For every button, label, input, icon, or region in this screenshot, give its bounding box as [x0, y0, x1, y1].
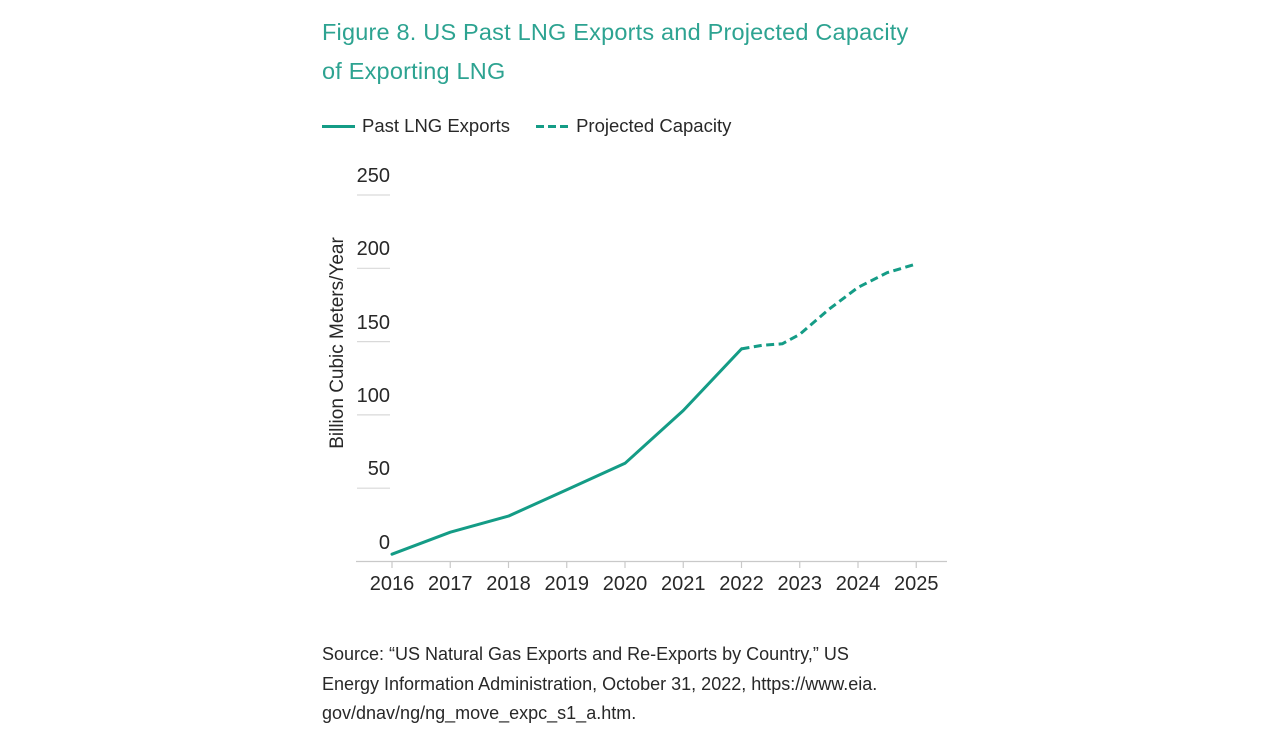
x-tick-label: 2021: [661, 573, 706, 595]
figure-title-line2: of Exporting LNG: [322, 58, 506, 84]
x-tick-label: 2017: [428, 573, 473, 595]
figure-title-line1: Figure 8. US Past LNG Exports and Projec…: [322, 19, 909, 45]
legend-item-projected-capacity: Projected Capacity: [536, 115, 731, 137]
source-line2: Energy Information Administration, Octob…: [322, 673, 878, 694]
legend-label-projected-capacity: Projected Capacity: [576, 115, 732, 136]
x-tick-label: 2016: [369, 573, 415, 595]
legend: Past LNG Exports Projected Capacity: [322, 115, 731, 137]
x-tick-label: 2023: [777, 573, 823, 595]
y-tick-label: 50: [367, 458, 390, 481]
y-tick-label: 250: [356, 165, 390, 187]
projected-capacity-line: [741, 262, 917, 351]
x-tick-label: 2025: [894, 573, 939, 595]
y-tick-label: 100: [356, 384, 390, 407]
source-line1: Source: “US Natural Gas Exports and Re-E…: [322, 644, 849, 664]
figure-title: Figure 8. US Past LNG Exports and Projec…: [322, 13, 1002, 91]
y-tick-label: 200: [356, 238, 390, 261]
legend-label-past-exports: Past LNG Exports: [362, 115, 511, 136]
x-tick-label: 2024: [835, 573, 881, 595]
x-tick-label: 2020: [602, 573, 648, 595]
legend-item-past-exports: Past LNG Exports: [322, 115, 510, 137]
solid-line-swatch-icon: [322, 124, 355, 128]
source-line3: gov/dnav/ng/ng_move_expc_s1_a.htm.: [322, 703, 637, 724]
y-tick-label: 0: [378, 531, 390, 554]
y-tick-label: 150: [356, 311, 390, 334]
x-tick-label: 2018: [486, 573, 531, 595]
x-tick-label: 2022: [719, 573, 764, 595]
x-tick-label: 2019: [544, 573, 590, 595]
dashed-line-swatch-icon: [536, 124, 570, 128]
source-note: Source: “US Natural Gas Exports and Re-E…: [322, 640, 1002, 729]
past-exports-line: [390, 347, 743, 556]
